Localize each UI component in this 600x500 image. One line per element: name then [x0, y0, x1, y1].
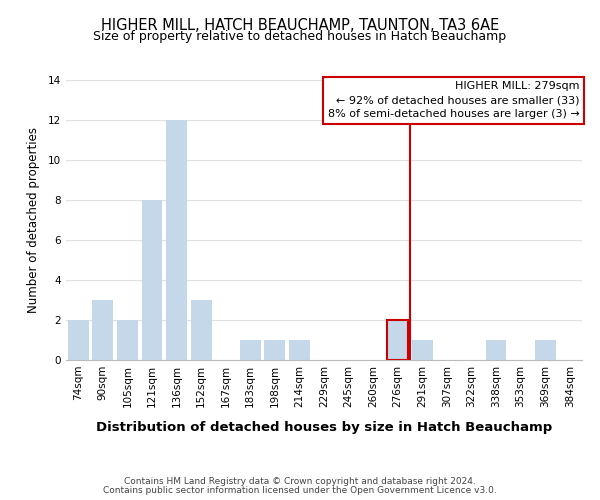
Bar [142, 200, 163, 360]
Bar [68, 320, 89, 360]
Bar [191, 300, 212, 360]
Bar [289, 340, 310, 360]
Text: Contains public sector information licensed under the Open Government Licence v3: Contains public sector information licen… [103, 486, 497, 495]
Text: Size of property relative to detached houses in Hatch Beauchamp: Size of property relative to detached ho… [94, 30, 506, 43]
Bar [535, 340, 556, 360]
Y-axis label: Number of detached properties: Number of detached properties [26, 127, 40, 313]
Bar [92, 300, 113, 360]
Bar [412, 340, 433, 360]
Bar [265, 340, 286, 360]
Text: Contains HM Land Registry data © Crown copyright and database right 2024.: Contains HM Land Registry data © Crown c… [124, 477, 476, 486]
Bar [387, 320, 408, 360]
Text: HIGHER MILL: 279sqm
← 92% of detached houses are smaller (33)
8% of semi-detache: HIGHER MILL: 279sqm ← 92% of detached ho… [328, 82, 580, 120]
Bar [240, 340, 261, 360]
Text: HIGHER MILL, HATCH BEAUCHAMP, TAUNTON, TA3 6AE: HIGHER MILL, HATCH BEAUCHAMP, TAUNTON, T… [101, 18, 499, 32]
Bar [117, 320, 138, 360]
X-axis label: Distribution of detached houses by size in Hatch Beauchamp: Distribution of detached houses by size … [96, 421, 552, 434]
Bar [166, 120, 187, 360]
Bar [485, 340, 506, 360]
